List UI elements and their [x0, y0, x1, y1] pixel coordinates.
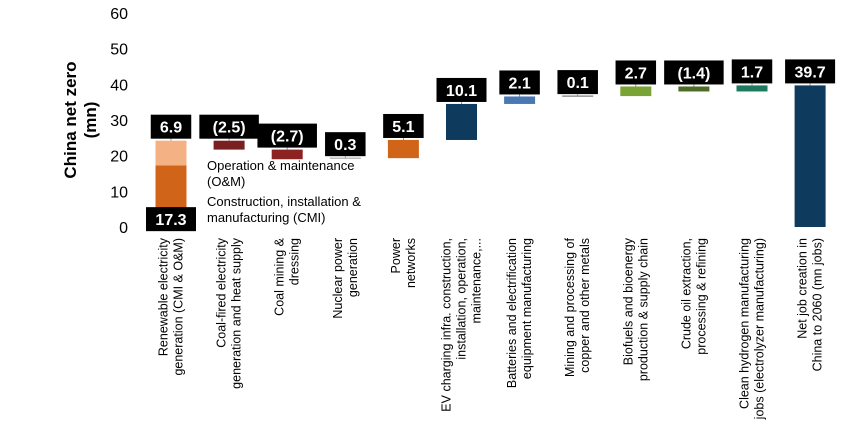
y-tick-label: 40 — [110, 77, 128, 94]
annotations: Operation & maintenance (O&M) Construction… — [207, 158, 361, 225]
data-label-box — [199, 114, 259, 139]
annotation: Construction, installation & manufacturin… — [207, 194, 361, 225]
category-labels: Renewable electricitygeneration (CMI & O… — [157, 237, 825, 420]
data-label-box — [146, 207, 196, 232]
y-tick-label: 50 — [110, 42, 128, 59]
data-label: 0.1 — [567, 75, 589, 92]
category-label: Mining and processing ofcopper and other… — [563, 237, 592, 376]
bar-segment — [387, 139, 419, 159]
data-label-box — [325, 132, 366, 157]
category-label: Coal mining &dressing — [273, 237, 302, 315]
category-label: Batteries and electrificationequipment m… — [505, 238, 534, 388]
bar-segment — [446, 103, 477, 140]
data-label-box — [257, 123, 317, 148]
annotation: Operation & maintenance (O&M) — [207, 158, 354, 189]
bar-segment — [213, 140, 245, 150]
bar-segment — [504, 96, 536, 104]
y-tick-label: 10 — [110, 184, 128, 201]
category-label: Coal-fired electricitygeneration and hea… — [215, 237, 244, 389]
connector-lines — [170, 83, 811, 159]
y-axis-title: China net zero(mn) — [61, 61, 100, 178]
data-label-box — [436, 77, 487, 102]
data-label: 10.1 — [446, 83, 477, 100]
category-label: EV charging infra. construction,installa… — [440, 238, 484, 412]
data-label: (1.4) — [677, 65, 710, 82]
bar-segment — [794, 85, 826, 227]
data-label: 6.9 — [160, 120, 182, 137]
data-label-box — [731, 59, 773, 84]
category-label: Crude oil extraction,processing & refini… — [679, 238, 708, 355]
category-label: Net job creation inChina to 2060 (mn job… — [796, 238, 825, 371]
bar-segment — [620, 86, 652, 97]
data-label-box — [615, 60, 657, 85]
data-label: 1.7 — [741, 64, 763, 81]
data-label: 39.7 — [795, 64, 826, 81]
data-label: 17.3 — [155, 212, 186, 229]
category-label: Powernetworks — [389, 238, 418, 288]
category-label: Clean hydrogen manufacturingjobs (electr… — [738, 238, 767, 420]
bar-segment — [155, 140, 187, 166]
bar-segment — [736, 85, 768, 92]
y-tick-label: 30 — [110, 113, 128, 130]
data-label-box — [664, 60, 724, 85]
data-label: (2.7) — [271, 129, 304, 146]
data-labels: 17.3 6.9 (2.5) (2.7) 0.3 5.1 10.1 2.1 0.1 2.7 (1.4… — [146, 59, 836, 232]
data-label-box — [383, 113, 424, 138]
y-tick-label: 0 — [119, 220, 128, 237]
data-label: 0.3 — [334, 137, 356, 154]
data-label-box — [150, 114, 192, 139]
bar-segment — [678, 86, 710, 92]
data-label-box — [499, 70, 540, 95]
data-label: 2.7 — [625, 65, 647, 82]
bar-segment — [271, 149, 303, 160]
data-label-box — [785, 59, 836, 84]
y-axis-label: China net zero(mn) — [61, 61, 100, 178]
y-tick-label: 20 — [110, 149, 128, 166]
data-label: 5.1 — [392, 119, 414, 136]
category-label: Nuclear powergeneration — [331, 238, 360, 319]
y-axis: 0 10 20 30 40 50 60 — [110, 6, 128, 237]
y-tick-label: 60 — [110, 6, 128, 23]
data-label: 2.1 — [508, 75, 530, 92]
category-label: Biofuels and bioenergyproduction & suppl… — [621, 237, 650, 381]
data-label: (2.5) — [213, 120, 246, 137]
data-label-box — [557, 70, 598, 95]
category-label: Renewable electricitygeneration (CMI & O… — [157, 237, 186, 375]
